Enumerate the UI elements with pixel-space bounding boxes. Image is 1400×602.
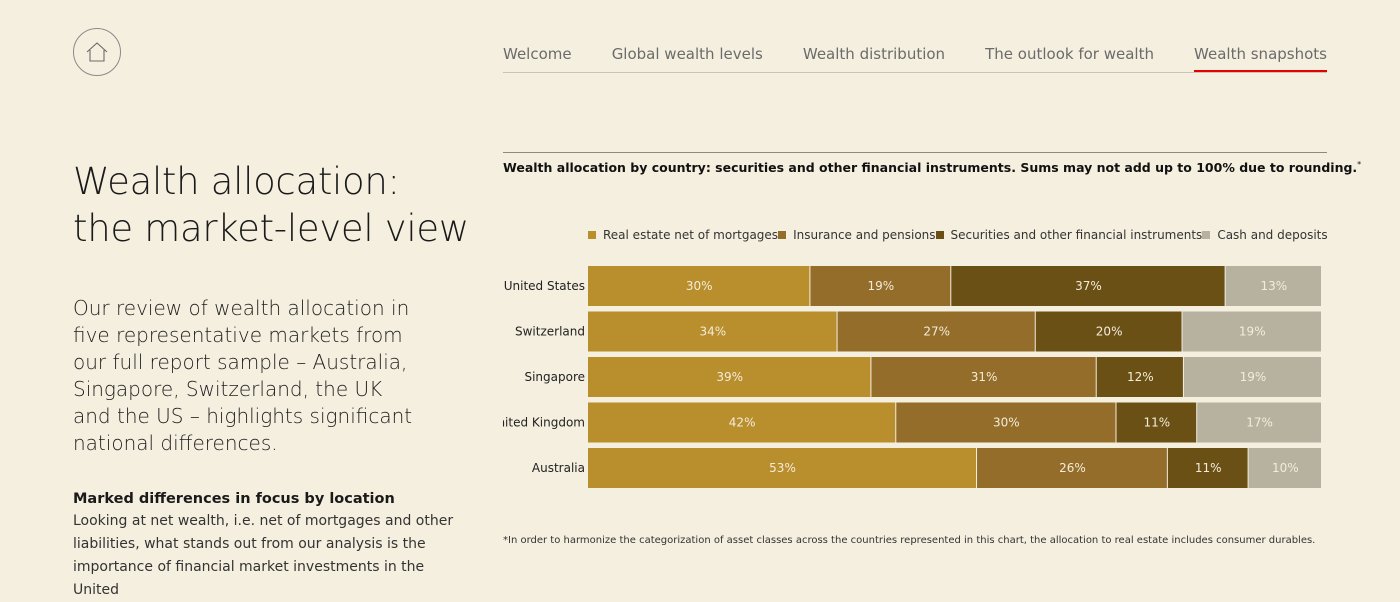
bar-australia-insurance-and-pensions — [977, 448, 1167, 488]
legend-label-real-estate: Real estate net of mortgages — [603, 228, 779, 242]
chart-top-rule — [503, 152, 1327, 153]
chart-title-text: Wealth allocation by country: securities… — [503, 160, 1358, 176]
category-label-united-states: United States — [504, 279, 585, 293]
bar-united-states-securities-and-other-financial-instruments — [951, 266, 1225, 306]
nav-global-wealth-levels[interactable]: Global wealth levels — [611, 45, 763, 63]
section-subheading: Marked differences in focus by location — [73, 491, 395, 507]
legend-item-insurance-pensions: Insurance and pensions — [778, 228, 936, 242]
legend-label-securities: Securities and other financial instrumen… — [950, 228, 1203, 242]
data-label-united-states-securities-and-other-financial-instruments: 37% — [1075, 279, 1102, 293]
data-label-australia-real-estate-net-of-mortgages: 53% — [769, 461, 796, 475]
data-label-united-states-insurance-and-pensions: 19% — [868, 279, 895, 293]
category-label-switzerland: Switzerland — [515, 325, 585, 339]
data-label-united-kingdom-insurance-and-pensions: 30% — [993, 416, 1020, 430]
home-icon — [86, 42, 108, 62]
bar-united-states-real-estate-net-of-mortgages — [588, 266, 810, 306]
data-label-united-states-real-estate-net-of-mortgages: 30% — [686, 279, 713, 293]
page-title: Wealth allocation: the market-level view — [73, 158, 473, 252]
data-label-singapore-cash-and-deposits: 19% — [1240, 370, 1267, 384]
article-column: Wealth allocation: the market-level view… — [73, 158, 473, 602]
bar-united-kingdom-securities-and-other-financial-instruments — [1116, 402, 1197, 443]
bar-united-states-cash-and-deposits — [1225, 266, 1321, 306]
legend-item-cash-deposits: Cash and deposits — [1202, 228, 1328, 242]
intro-paragraph: Our review of wealth allocation in five … — [73, 296, 413, 455]
chart-title: Wealth allocation by country: securities… — [503, 160, 1361, 175]
category-label-united-kingdom: United Kingdom — [503, 416, 585, 430]
legend-swatch-cash-deposits — [1202, 231, 1211, 239]
nav-welcome[interactable]: Welcome — [503, 45, 572, 63]
bar-switzerland-real-estate-net-of-mortgages — [588, 311, 837, 352]
page-title-line-2: the market-level view — [73, 207, 469, 250]
legend-swatch-securities — [935, 231, 944, 239]
page-title-line-1: Wealth allocation: — [73, 160, 400, 203]
bar-united-kingdom-insurance-and-pensions — [896, 402, 1116, 443]
data-label-singapore-insurance-and-pensions: 31% — [971, 370, 998, 384]
nav-wealth-snapshots[interactable]: Wealth snapshots — [1194, 44, 1327, 72]
data-label-switzerland-insurance-and-pensions: 27% — [923, 325, 950, 339]
bar-singapore-insurance-and-pensions — [871, 357, 1096, 397]
legend-item-real-estate: Real estate net of mortgages — [588, 228, 778, 242]
bar-switzerland-insurance-and-pensions — [837, 311, 1035, 352]
data-label-united-kingdom-securities-and-other-financial-instruments: 11% — [1144, 416, 1171, 430]
legend-label-cash-deposits: Cash and deposits — [1217, 228, 1328, 242]
bar-australia-real-estate-net-of-mortgages — [588, 448, 977, 488]
bar-switzerland-cash-and-deposits — [1182, 311, 1321, 352]
bar-united-kingdom-cash-and-deposits — [1197, 402, 1321, 443]
home-button[interactable] — [73, 28, 121, 76]
stacked-bar-chart: United States 30% 19% 37% 13% Switzerland 34% 2… — [503, 266, 1321, 488]
chart-legend: Real estate net of mortgages Insurance a… — [588, 228, 1328, 242]
bar-switzerland-securities-and-other-financial-instruments — [1035, 311, 1182, 352]
bar-singapore-securities-and-other-financial-instruments — [1096, 357, 1183, 397]
legend-item-securities: Securities and other financial instrumen… — [935, 228, 1203, 242]
bar-singapore-real-estate-net-of-mortgages — [588, 357, 871, 397]
category-label-australia: Australia — [532, 461, 585, 475]
data-label-singapore-securities-and-other-financial-instruments: 12% — [1127, 370, 1154, 384]
data-label-australia-insurance-and-pensions: 26% — [1059, 461, 1086, 475]
chart-footnote: *In order to harmonize the categorizatio… — [503, 535, 1316, 546]
bar-australia-securities-and-other-financial-instruments — [1167, 448, 1248, 488]
legend-swatch-insurance-pensions — [778, 231, 787, 239]
data-label-australia-cash-and-deposits: 10% — [1272, 461, 1299, 475]
bar-singapore-cash-and-deposits — [1183, 357, 1321, 397]
data-label-united-kingdom-real-estate-net-of-mortgages: 42% — [729, 416, 756, 430]
data-label-australia-securities-and-other-financial-instruments: 11% — [1195, 461, 1222, 475]
bar-united-kingdom-real-estate-net-of-mortgages — [588, 402, 896, 443]
data-label-united-states-cash-and-deposits: 13% — [1260, 279, 1287, 293]
data-label-switzerland-cash-and-deposits: 19% — [1239, 325, 1266, 339]
category-label-singapore: Singapore — [524, 370, 585, 384]
bar-australia-cash-and-deposits — [1248, 448, 1321, 488]
data-label-united-kingdom-cash-and-deposits: 17% — [1246, 416, 1273, 430]
legend-label-insurance-pensions: Insurance and pensions — [793, 228, 936, 242]
data-label-switzerland-securities-and-other-financial-instruments: 20% — [1096, 325, 1123, 339]
bar-united-states-insurance-and-pensions — [810, 266, 951, 306]
legend-swatch-real-estate — [588, 231, 596, 239]
body-paragraph: Looking at net wealth, i.e. net of mortg… — [73, 513, 454, 598]
data-label-switzerland-real-estate-net-of-mortgages: 34% — [699, 325, 726, 339]
data-label-singapore-real-estate-net-of-mortgages: 39% — [716, 370, 743, 384]
nav-outlook-for-wealth[interactable]: The outlook for wealth — [985, 45, 1154, 63]
chart-title-marker: * — [1357, 160, 1362, 169]
top-navigation: Welcome Global wealth levels Wealth dist… — [503, 44, 1327, 73]
nav-wealth-distribution[interactable]: Wealth distribution — [802, 45, 946, 63]
